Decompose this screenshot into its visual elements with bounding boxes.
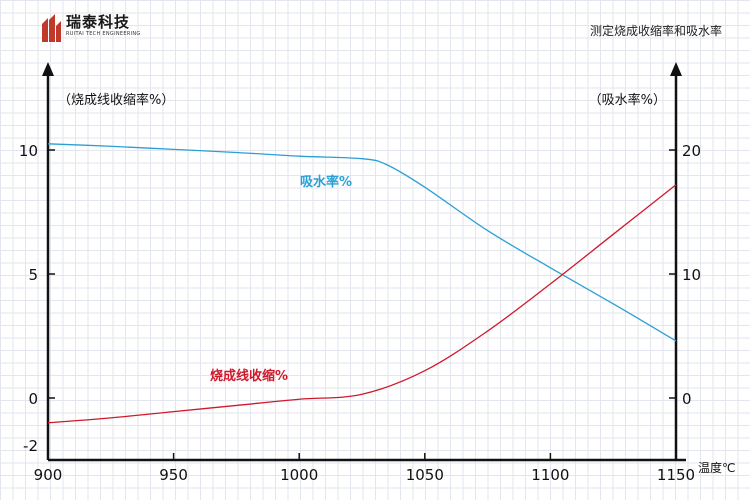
brand-name-en: RUITAI TECH ENGINEERING	[66, 31, 141, 37]
x-tick-label: 950	[159, 466, 188, 484]
right-axis-arrow-icon	[670, 62, 682, 76]
x-axis-label: 温度℃	[698, 460, 735, 475]
left-y-tick-label: 0	[28, 390, 38, 408]
x-tick-label: 1050	[406, 466, 444, 484]
left-y-axis-label: （烧成线收缩率%）	[58, 92, 174, 108]
x-tick-label: 1150	[657, 466, 695, 484]
x-tick-label: 1100	[531, 466, 569, 484]
x-tick-label: 900	[34, 466, 63, 484]
right-y-tick-label: 0	[682, 390, 692, 408]
series-line-1	[47, 184, 677, 424]
logo-mark-icon	[42, 14, 61, 42]
left-y-tick-label: -2	[23, 437, 38, 455]
x-tick-label: 1000	[280, 466, 318, 484]
right-y-tick-label: 10	[682, 266, 701, 284]
brand-logo: 瑞泰科技 RUITAI TECH ENGINEERING	[40, 14, 141, 44]
right-y-tick-label: 20	[682, 142, 701, 160]
left-y-tick-label: 10	[19, 142, 38, 160]
page-title: 测定烧成收缩率和吸水率	[589, 24, 722, 38]
right-y-axis-label: （吸水率%）	[589, 92, 666, 108]
series-line-0	[47, 143, 677, 342]
series-label-shrinkage: 烧成线收缩%	[210, 368, 288, 384]
brand-name-cn: 瑞泰科技	[66, 13, 131, 31]
left-axis-arrow-icon	[42, 62, 54, 76]
left-y-tick-label: 5	[28, 266, 38, 284]
series-label-water-absorption: 吸水率%	[300, 174, 352, 190]
